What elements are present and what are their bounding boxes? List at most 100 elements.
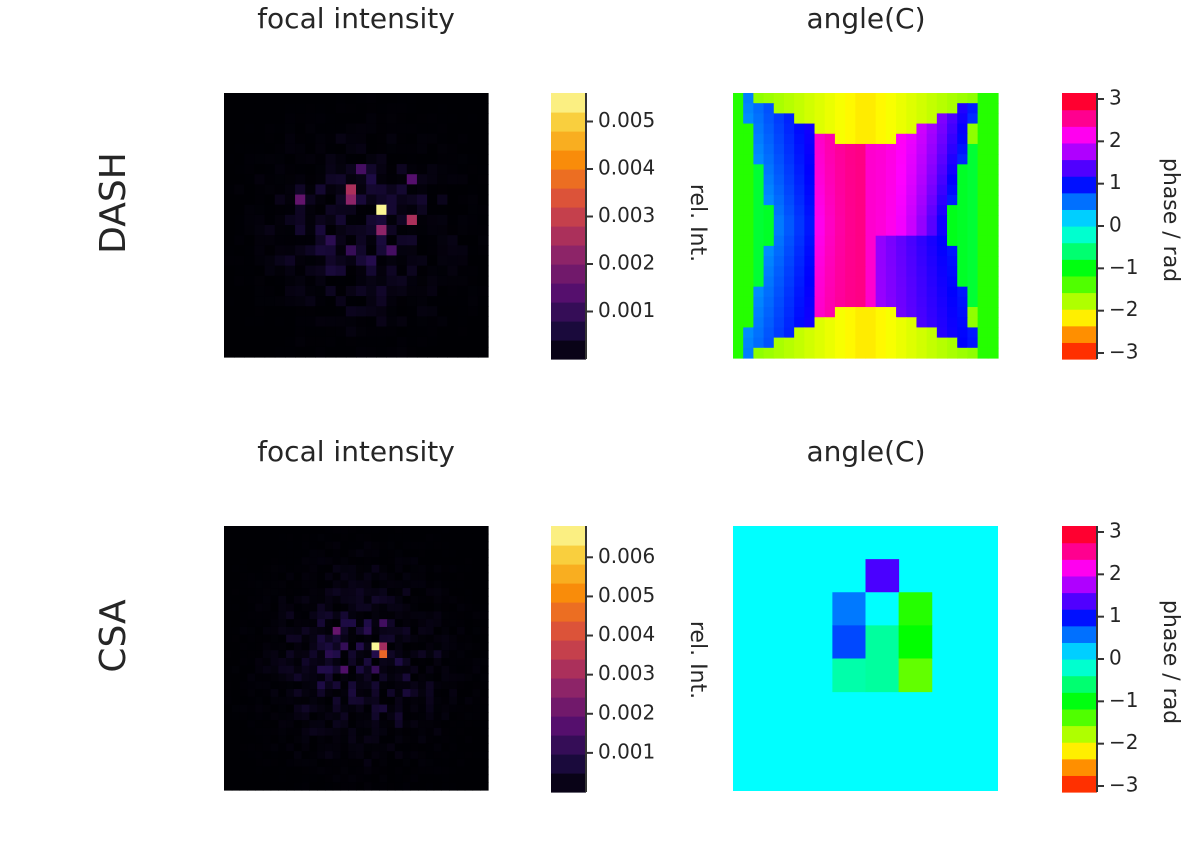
heatmap-cell: [396, 93, 408, 104]
heatmap-cell: [317, 782, 326, 791]
heatmap-cell: [387, 580, 396, 589]
heatmap-cell: [783, 245, 795, 257]
heatmap-cell: [387, 681, 396, 690]
heatmap-cell: [301, 557, 311, 566]
heatmap-cell: [464, 673, 474, 682]
heatmap-cell: [278, 533, 287, 543]
heatmap-cell: [348, 751, 357, 760]
heatmap-cell: [224, 133, 235, 145]
heatmap-cell: [231, 557, 241, 566]
heatmap-cell: [916, 235, 928, 247]
colorbar-tick-label: 1: [1109, 170, 1122, 194]
heatmap-cell: [936, 174, 948, 186]
heatmap-cell: [437, 153, 448, 165]
heatmap-cell: [441, 595, 450, 605]
colorbar-segment: [1062, 692, 1097, 710]
heatmap-cell: [247, 658, 256, 667]
colorbar-segment: [1062, 742, 1097, 760]
heatmap-cell: [814, 225, 826, 237]
heatmap-cell: [335, 204, 347, 216]
heatmap-cell: [366, 174, 377, 185]
heatmap-cell: [387, 743, 396, 752]
heatmap-cell: [947, 317, 958, 329]
heatmap-cell: [427, 306, 438, 317]
heatmap-cell: [247, 557, 256, 566]
heatmap-cell: [433, 619, 443, 628]
heatmap-cell: [309, 634, 318, 644]
heatmap-cell: [376, 235, 388, 246]
heatmap-cell: [743, 205, 754, 216]
heatmap-cell: [763, 245, 775, 257]
heatmap-cell: [896, 245, 907, 257]
heatmap-cell: [406, 245, 418, 257]
heatmap-cell: [234, 316, 245, 328]
heatmap-cell: [284, 275, 296, 287]
heatmap-cell: [345, 235, 357, 246]
heatmap-cell: [472, 533, 481, 543]
heatmap-cell: [387, 758, 396, 768]
heatmap-cell: [773, 103, 785, 114]
heatmap-cell: [418, 743, 427, 752]
heatmap-cell: [967, 266, 979, 278]
heatmap-cell: [244, 296, 256, 307]
heatmap-cell: [464, 650, 474, 659]
heatmap-cell: [224, 225, 235, 236]
heatmap-cell: [356, 275, 367, 287]
heatmap-cell: [262, 665, 272, 675]
heatmap-cell: [305, 225, 316, 236]
heatmap-cell: [406, 113, 418, 125]
heatmap-cell: [896, 327, 907, 339]
heatmap-cell: [896, 235, 907, 247]
heatmap-cell: [885, 215, 897, 227]
heatmap-cell: [324, 665, 334, 675]
heatmap-cell: [433, 658, 443, 667]
heatmap-cell: [456, 774, 466, 783]
heatmap-cell: [885, 347, 897, 359]
heatmap-cell: [325, 346, 337, 358]
heatmap-cell: [231, 735, 241, 745]
heatmap-cell: [255, 619, 264, 628]
heatmap-cell: [278, 642, 287, 651]
heatmap-cell: [376, 336, 388, 348]
heatmap-cell: [224, 93, 235, 104]
heatmap-cell: [416, 225, 428, 236]
heatmap-cell: [244, 326, 256, 338]
heatmap-cell: [896, 286, 907, 298]
heatmap-cell: [324, 704, 334, 713]
heatmap-cell: [305, 275, 316, 287]
heatmap-cell: [325, 296, 337, 307]
heatmap-cell: [885, 164, 897, 176]
heatmap-cell: [284, 123, 296, 135]
heatmap-cell: [957, 93, 969, 104]
colorbar-tick-label: 0.005: [598, 108, 655, 132]
heatmap-cell: [332, 572, 342, 581]
heatmap-cell: [447, 194, 459, 206]
heatmap-cell: [345, 306, 357, 317]
heatmap-cell: [317, 642, 326, 651]
heatmap-cell: [379, 665, 388, 675]
heatmap-cell: [418, 642, 427, 651]
heatmap-cell: [325, 306, 337, 317]
heatmap-cell: [332, 758, 342, 768]
heatmap-cell: [224, 689, 233, 698]
heatmap-cell: [480, 782, 489, 791]
heatmap-cell: [317, 557, 326, 566]
heatmap-cell: [447, 214, 459, 226]
heatmap-cell: [824, 245, 836, 257]
heatmap-cell: [402, 634, 411, 644]
heatmap-cell: [317, 541, 326, 550]
heatmap-cell: [433, 533, 443, 543]
colorbar-segment: [1062, 259, 1097, 277]
heatmap-cell: [335, 194, 347, 206]
heatmap-cell: [396, 326, 408, 338]
heatmap-cell: [906, 184, 918, 196]
heatmap-cell: [433, 758, 443, 768]
heatmap-cell: [224, 642, 233, 651]
heatmap-cell: [309, 580, 318, 589]
heatmap-cell: [441, 758, 450, 768]
heatmap-cell: [437, 296, 448, 307]
heatmap-cell: [324, 611, 334, 620]
heatmap-cell: [396, 296, 408, 307]
heatmap-cell: [427, 194, 438, 206]
heatmap-cell: [335, 316, 347, 328]
